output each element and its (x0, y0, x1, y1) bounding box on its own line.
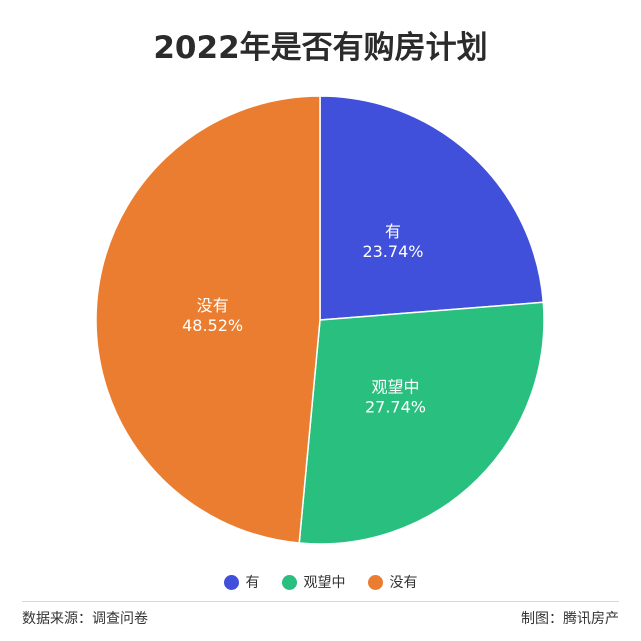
legend-item-guanwang[interactable]: 观望中 (281, 572, 346, 592)
chart-title: 2022年是否有购房计划 (153, 30, 488, 66)
legend-label-guanwang: 观望中 (303, 575, 346, 591)
pie-slice-guanwang[interactable] (298, 301, 545, 545)
slice-value-guanwang: 27.74% (365, 398, 426, 417)
footer-divider (22, 601, 619, 602)
legend-swatch-you (223, 574, 239, 590)
slice-label-meiyou: 没有 (197, 296, 229, 315)
legend-item-you[interactable]: 有 (223, 572, 260, 592)
pie-slice-meiyou[interactable] (95, 95, 321, 544)
legend-swatch-meiyou (367, 574, 383, 590)
legend-swatch-guanwang (281, 574, 297, 590)
slice-label-guanwang: 观望中 (371, 378, 419, 397)
data-source: 数据来源：调查问卷 (22, 611, 148, 627)
legend-label-you: 有 (245, 575, 260, 591)
chart-credit: 制图：腾讯房产 (521, 611, 619, 627)
legend-label-meiyou: 没有 (389, 575, 418, 591)
footer: 数据来源：调查问卷 制图：腾讯房产 (22, 608, 619, 628)
pie-slice-you[interactable] (319, 95, 545, 321)
legend: 有 观望中 没有 (0, 572, 641, 592)
legend-item-meiyou[interactable]: 没有 (367, 572, 418, 592)
slice-label-you: 有 (385, 222, 401, 241)
slice-value-meiyou: 48.52% (182, 316, 243, 335)
slice-value-you: 23.74% (362, 242, 423, 261)
